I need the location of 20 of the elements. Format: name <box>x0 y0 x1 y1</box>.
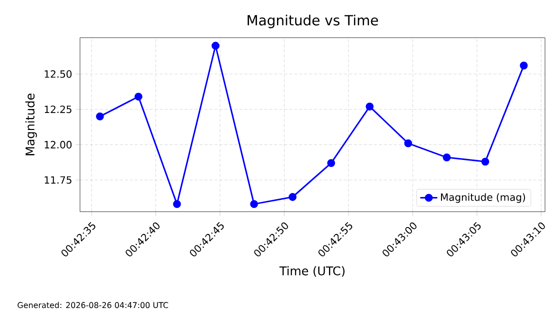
point <box>134 92 142 101</box>
x-axis-title: Time (UTC) <box>279 266 345 277</box>
y-axis-title: Magnitude <box>25 94 37 156</box>
legend-label: Magnitude (mag) <box>441 193 526 203</box>
point <box>481 158 490 166</box>
y-tick-label: 12.25 <box>44 106 72 114</box>
chart-title: Magnitude vs Time <box>248 14 378 28</box>
y-tick-label: 12.00 <box>44 140 72 148</box>
point <box>366 102 374 110</box>
point <box>250 200 258 208</box>
point <box>442 153 451 162</box>
point <box>404 139 412 148</box>
point <box>327 159 336 168</box>
y-tick-label: 11.75 <box>44 176 72 184</box>
point <box>212 42 220 50</box>
point <box>520 62 528 70</box>
point <box>288 193 297 201</box>
y-tick-label: 12.50 <box>44 70 72 78</box>
point <box>173 200 181 208</box>
point <box>96 112 104 120</box>
